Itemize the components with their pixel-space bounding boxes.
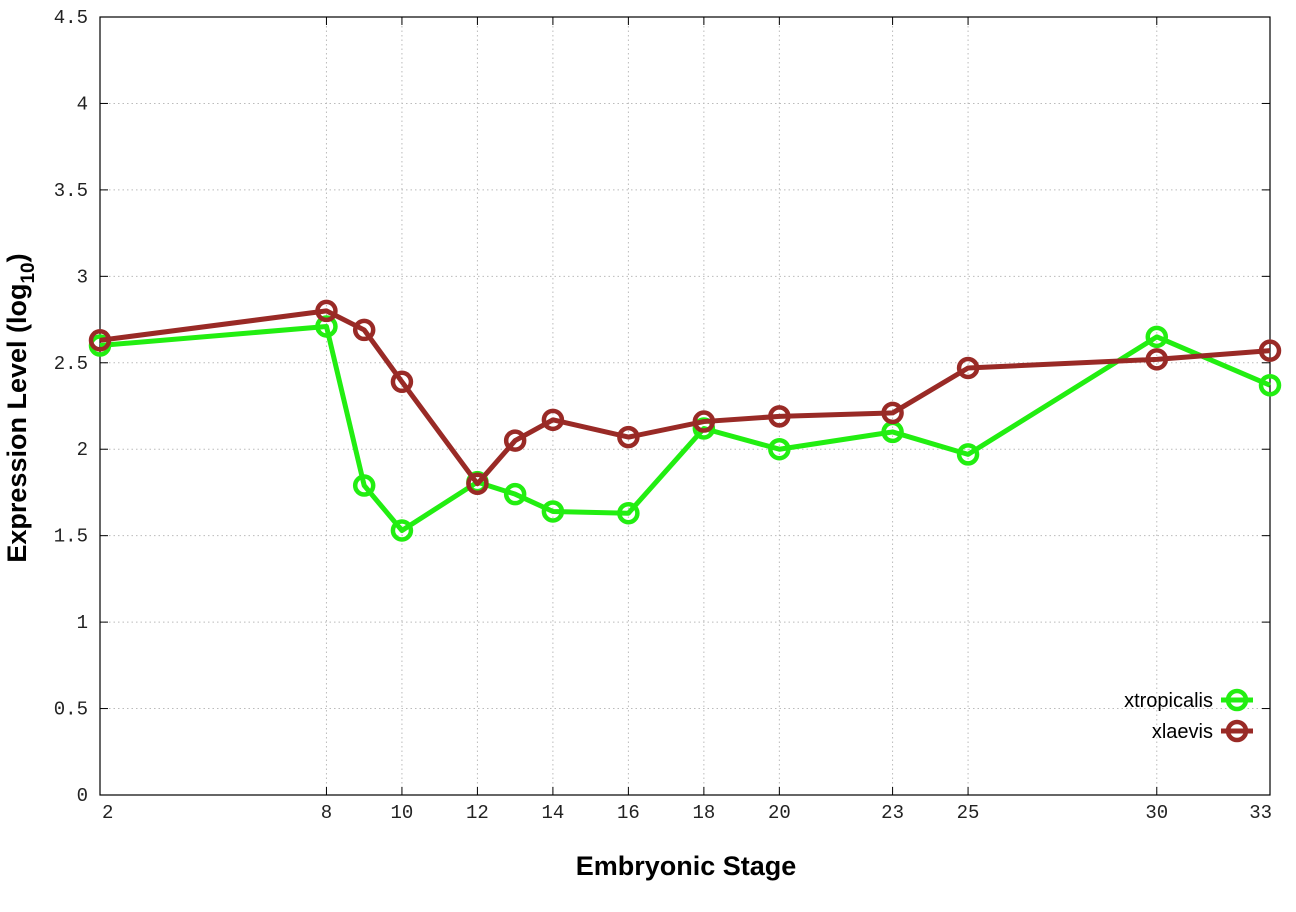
y-tick-label: 2 — [77, 439, 88, 461]
legend-label: xlaevis — [1152, 721, 1213, 743]
data-point — [1145, 348, 1169, 371]
y-tick-label: 0 — [77, 785, 88, 807]
data-point — [956, 356, 980, 380]
x-tick-label: 8 — [321, 802, 332, 824]
data-point — [503, 429, 527, 452]
data-point — [1258, 339, 1282, 362]
y-tick-label: 3 — [77, 266, 88, 288]
y-tick-label: 0.5 — [54, 699, 88, 721]
legend-label: xtropicalis — [1124, 690, 1213, 712]
data-point — [503, 482, 527, 506]
legend-item: xtropicalis — [1124, 688, 1253, 712]
x-tick-label: 16 — [617, 802, 640, 824]
x-axis-title: Embryonic Stage — [576, 851, 797, 881]
y-axis-title: Expression Level (log10) — [2, 253, 39, 562]
series-line — [99, 323, 1271, 533]
y-tick-label: 1.5 — [54, 526, 88, 548]
plot-frame — [99, 16, 1271, 796]
series-xlaevis — [88, 299, 1282, 496]
legend-item: xlaevis — [1152, 719, 1253, 743]
data-point — [315, 315, 338, 338]
y-tick-label: 3.5 — [54, 180, 88, 202]
y-axis-title-main: Expression Level (log — [2, 284, 32, 563]
x-tick-label: 20 — [768, 802, 791, 824]
data-point — [88, 329, 112, 352]
data-point — [390, 370, 414, 394]
y-tick-label: 1 — [77, 612, 88, 634]
x-tick-label: 25 — [957, 802, 980, 824]
data-point — [768, 437, 791, 461]
data-point — [768, 405, 791, 428]
data-point — [466, 472, 489, 496]
legend-marker — [1225, 719, 1249, 743]
grid-lines — [100, 17, 1270, 795]
y-tick-label: 4 — [77, 93, 88, 115]
x-tick-label: 23 — [881, 802, 904, 824]
data-point — [541, 408, 565, 432]
data-point — [692, 410, 716, 433]
x-tick-label: 33 — [1249, 802, 1272, 824]
data-point — [956, 443, 980, 466]
data-point — [881, 401, 904, 425]
x-tick-label: 12 — [466, 802, 489, 824]
series-line — [99, 308, 1271, 487]
x-tick-label: 2 — [102, 802, 113, 824]
data-point — [1145, 325, 1169, 349]
data-point — [390, 519, 414, 542]
y-axis-title-subscript: 10 — [18, 262, 39, 283]
data-point — [617, 425, 640, 449]
series-layer — [88, 299, 1282, 542]
y-tick-label: 2.5 — [54, 353, 88, 375]
data-point — [617, 501, 640, 525]
y-axis-title-close: ) — [2, 253, 32, 262]
x-tick-label: 30 — [1145, 802, 1168, 824]
legend-marker — [1225, 688, 1249, 712]
series-xtropicalis — [88, 315, 1282, 542]
x-tick-label: 14 — [541, 802, 564, 824]
data-point — [352, 318, 376, 342]
legend: xtropicalis xlaevis — [1124, 688, 1253, 743]
data-point — [352, 474, 376, 497]
data-point — [541, 500, 565, 523]
tick-marks: 0 0.5 1 1.5 2 2.5 3 3.5 4 4.5 2 8 10 12 14 16 18 20 23 25 30… — [54, 7, 1272, 824]
x-tick-label: 18 — [692, 802, 715, 824]
y-tick-label: 4.5 — [54, 7, 88, 29]
x-tick-label: 10 — [391, 802, 414, 824]
data-point — [315, 299, 338, 323]
data-point — [1258, 374, 1282, 397]
